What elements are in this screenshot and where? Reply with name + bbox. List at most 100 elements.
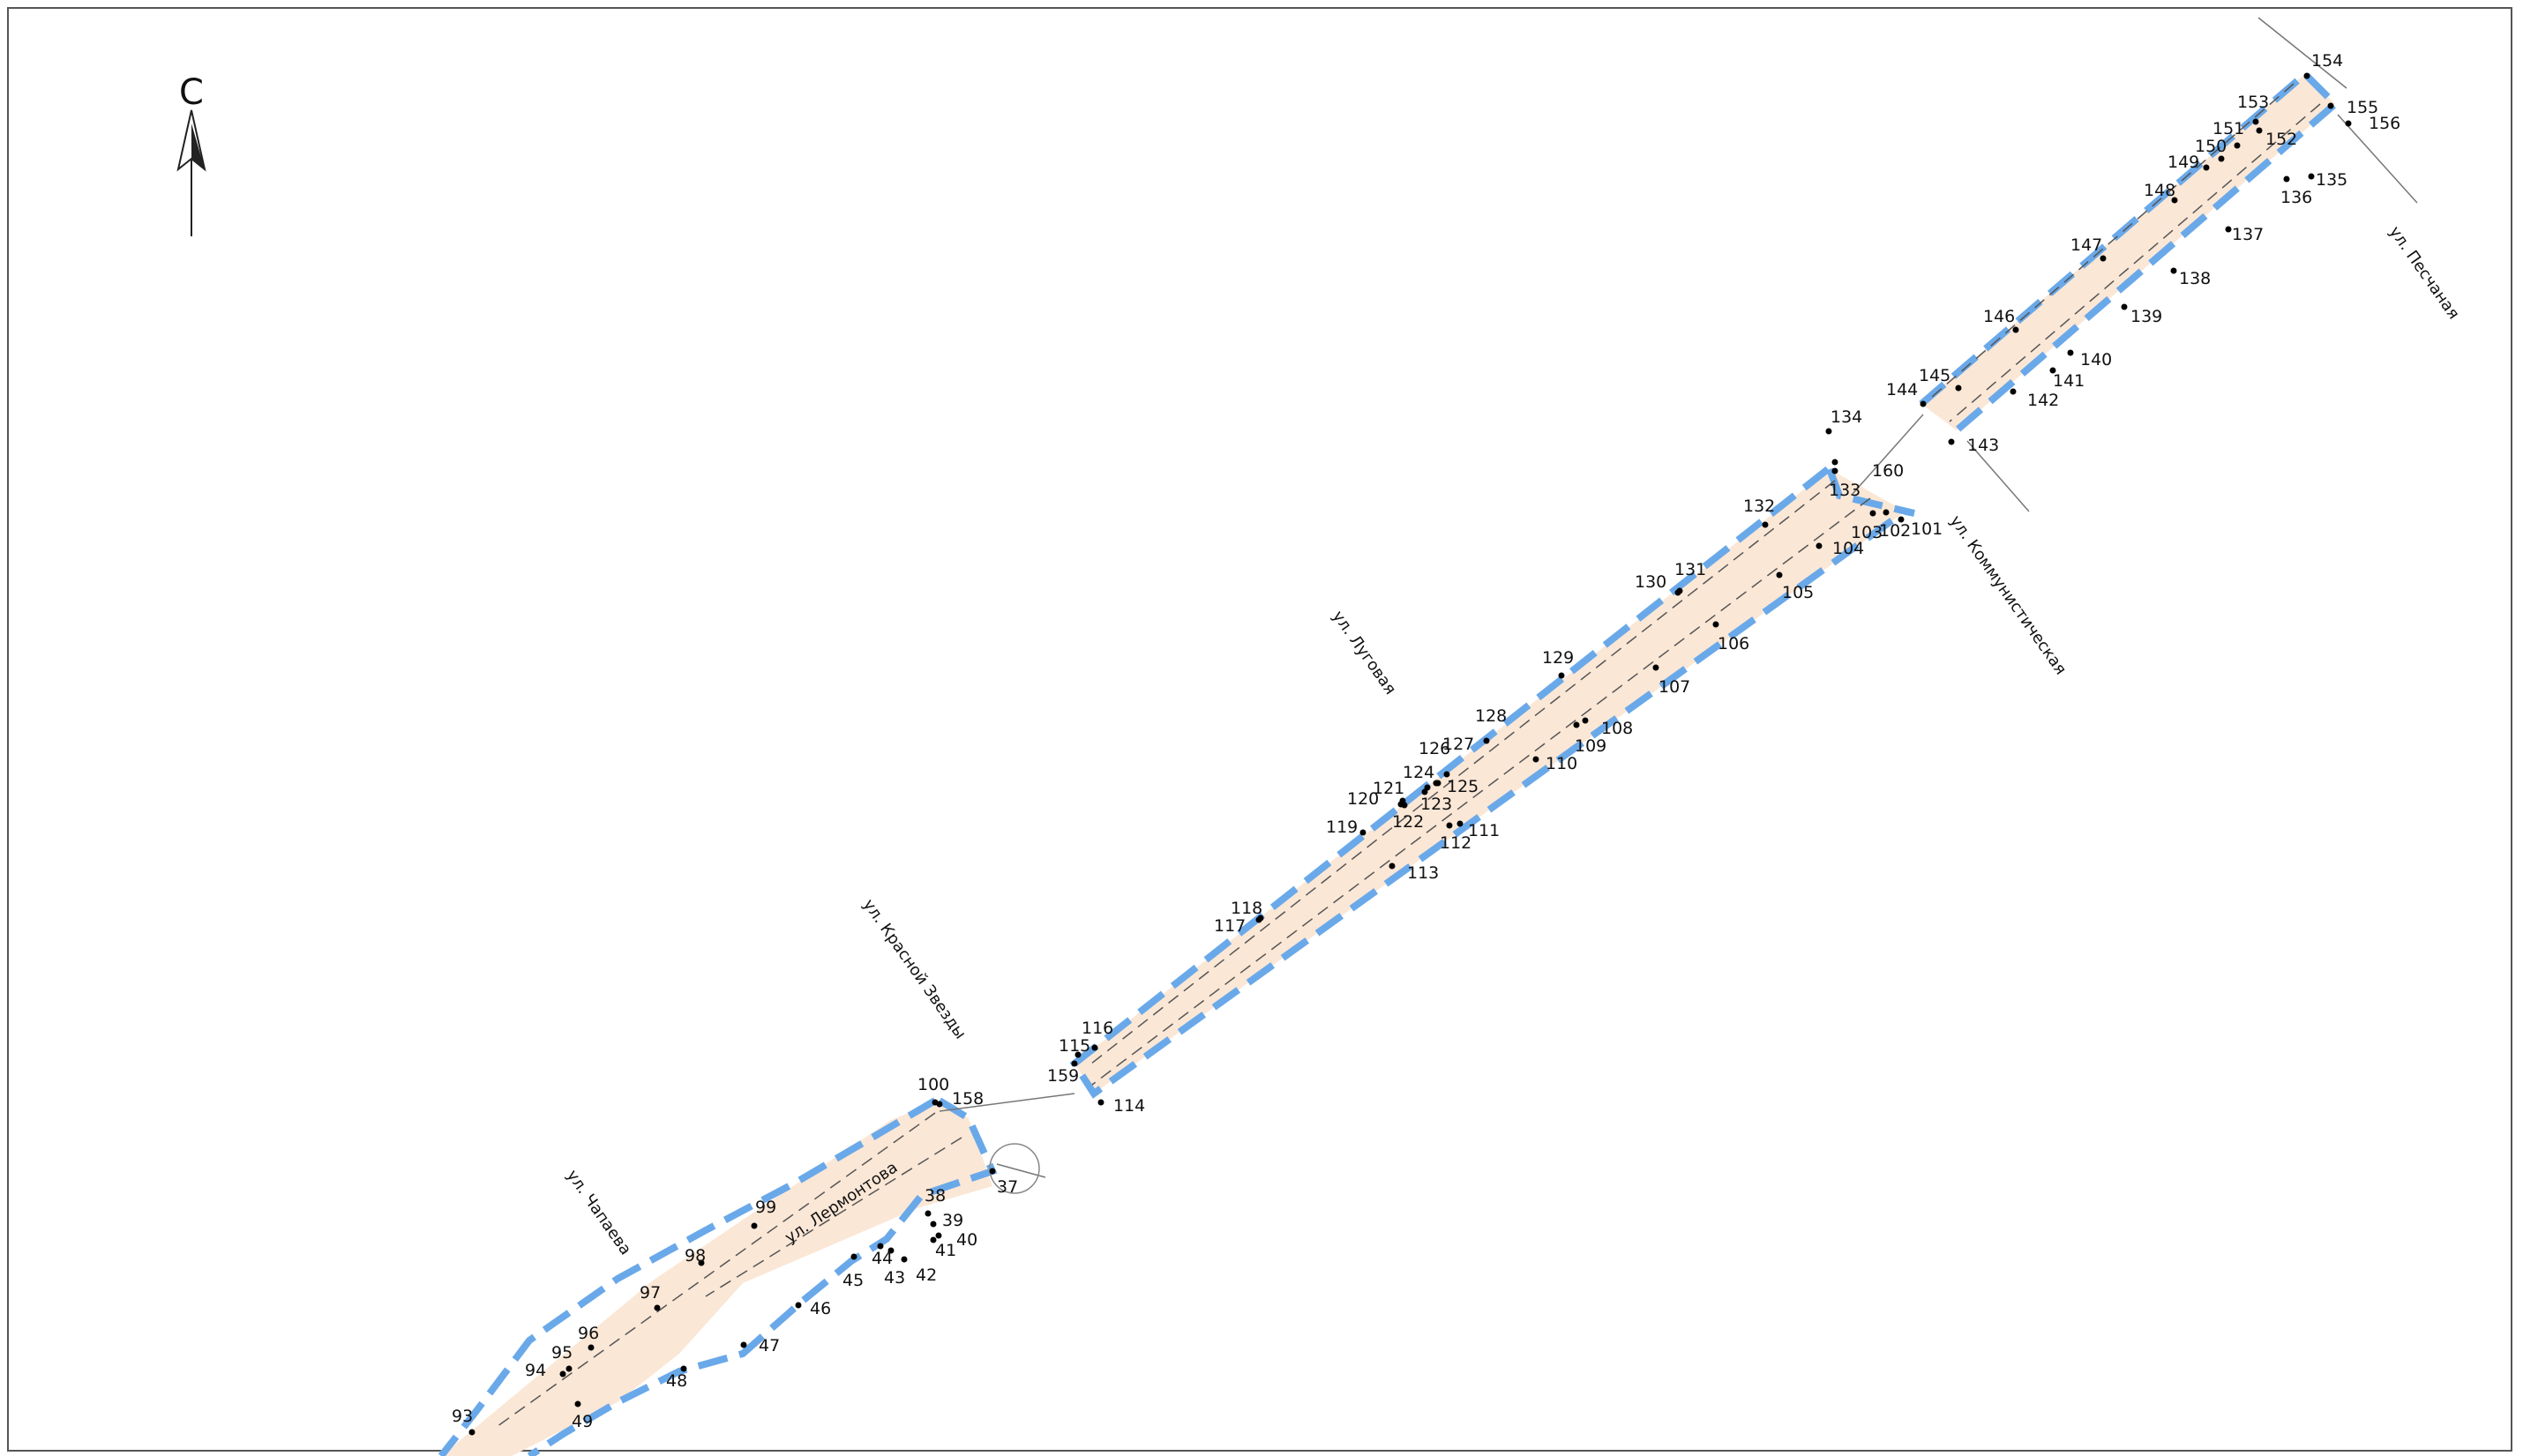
point-label: 148: [2144, 181, 2175, 200]
point-label: 40: [956, 1230, 977, 1250]
boundary-point: 38: [925, 1186, 946, 1217]
point-marker: [2121, 303, 2128, 310]
point-label: 145: [1919, 366, 1950, 385]
boundary-point: 99: [751, 1198, 776, 1229]
boundary-point: 103: [1851, 510, 1883, 542]
boundary-point: 109: [1573, 721, 1606, 756]
boundary-point: 147: [2070, 235, 2107, 262]
point-marker: [1091, 1044, 1098, 1051]
point-marker: [2327, 102, 2334, 109]
point-marker: [1434, 780, 1441, 787]
point-label: 129: [1542, 648, 1574, 668]
boundary-point: 94: [525, 1361, 566, 1380]
boundary-point: 106: [1712, 621, 1749, 653]
boundary-point: 143: [1948, 436, 1999, 455]
point-label: 101: [1911, 519, 1943, 539]
point-label: 154: [2311, 51, 2343, 71]
point-label: 133: [1829, 481, 1860, 500]
boundary-point: 145: [1919, 366, 1962, 392]
point-marker: [1920, 400, 1927, 407]
point-label: 144: [1886, 380, 1918, 399]
point-label: 150: [2195, 137, 2227, 156]
boundary-point: 105: [1776, 571, 1814, 602]
point-label: 120: [1347, 789, 1379, 809]
point-label: 134: [1830, 407, 1862, 427]
boundary-point: 108: [1582, 717, 1633, 738]
point-label: 118: [1231, 899, 1262, 918]
point-marker: [1898, 516, 1905, 523]
boundary-point: 123: [1420, 788, 1452, 814]
point-label: 104: [1832, 539, 1864, 558]
point-label: 39: [942, 1211, 963, 1230]
point-marker: [901, 1256, 908, 1263]
boundary-point: 139: [2121, 303, 2162, 326]
road-area: [441, 74, 2335, 1456]
boundary-point: 119: [1326, 818, 1366, 837]
point-marker: [1446, 822, 1453, 829]
point-marker: [565, 1365, 573, 1372]
boundary-point: 112: [1440, 822, 1471, 853]
boundary-point: 97: [640, 1283, 661, 1311]
boundary-point: 49: [572, 1400, 593, 1431]
boundary-point: 127: [1442, 735, 1474, 778]
point-label: 146: [1983, 307, 2015, 326]
boundary-point: 129: [1542, 648, 1574, 679]
point-label: 153: [2237, 93, 2269, 112]
street-label-kommunisticheskaya: ул. Коммунистическая: [1946, 512, 2070, 678]
point-label: 131: [1674, 560, 1706, 579]
point-marker: [2252, 118, 2259, 125]
boundary-point: 116: [1082, 1019, 1113, 1051]
boundary-point: 47: [740, 1336, 780, 1355]
boundary-point: 153: [2237, 93, 2269, 125]
boundary-point: 133: [1829, 467, 1860, 500]
boundary-point: 95: [551, 1343, 573, 1372]
boundary-point: 43: [884, 1247, 905, 1288]
point-label: 128: [1475, 706, 1507, 726]
point-label: 45: [842, 1271, 864, 1290]
point-label: 137: [2232, 225, 2264, 244]
point-label: 96: [578, 1324, 599, 1343]
point-label: 110: [1546, 754, 1577, 773]
point-label: 109: [1575, 736, 1606, 756]
boundary-point: 111: [1456, 820, 1500, 840]
point-marker: [930, 1236, 937, 1243]
point-marker: [2012, 326, 2019, 333]
inner-lines: [493, 83, 2321, 1430]
street-label-krasnoy-zvezdy: ул. Красной Звезды: [859, 896, 970, 1042]
point-label: 141: [2053, 371, 2085, 391]
boundary-point: 134: [1825, 407, 1862, 435]
boundary-point: 146: [1983, 307, 2019, 333]
boundary-point: 37: [989, 1168, 1018, 1197]
point-label: 106: [1718, 634, 1749, 653]
boundary-point: 128: [1475, 706, 1507, 744]
point-label: 136: [2280, 188, 2312, 207]
point-label: 93: [452, 1407, 473, 1426]
boundary-point: 138: [2170, 267, 2211, 288]
boundary-point: 150: [2195, 137, 2227, 162]
boundary-point: 96: [578, 1324, 599, 1351]
boundary-point: 136: [2280, 175, 2312, 207]
point-marker: [989, 1168, 996, 1175]
point-marker: [1712, 621, 1719, 628]
boundary-point: 113: [1389, 862, 1439, 883]
boundary-point: 98: [685, 1246, 706, 1266]
point-marker: [468, 1429, 475, 1436]
point-marker: [935, 1232, 942, 1239]
point-label: 126: [1419, 739, 1450, 758]
map-frame: [7, 7, 2512, 1452]
point-label: 44: [872, 1249, 893, 1268]
boundary-point: 125: [1434, 777, 1479, 796]
point-label: 143: [1967, 436, 1999, 455]
point-label: 147: [2070, 235, 2102, 255]
point-label: 155: [2347, 98, 2378, 117]
street-label-peschanaya: ул. Песчаная: [2385, 223, 2463, 323]
point-label: 135: [2316, 170, 2347, 190]
boundary-point: 120: [1347, 789, 1404, 809]
point-marker: [1652, 664, 1659, 671]
boundary-point: 151: [2212, 119, 2244, 149]
boundary-point: 158: [936, 1089, 984, 1109]
point-marker: [1831, 467, 1838, 474]
boundary-point: 102: [1879, 509, 1911, 541]
point-label: 100: [917, 1075, 949, 1094]
